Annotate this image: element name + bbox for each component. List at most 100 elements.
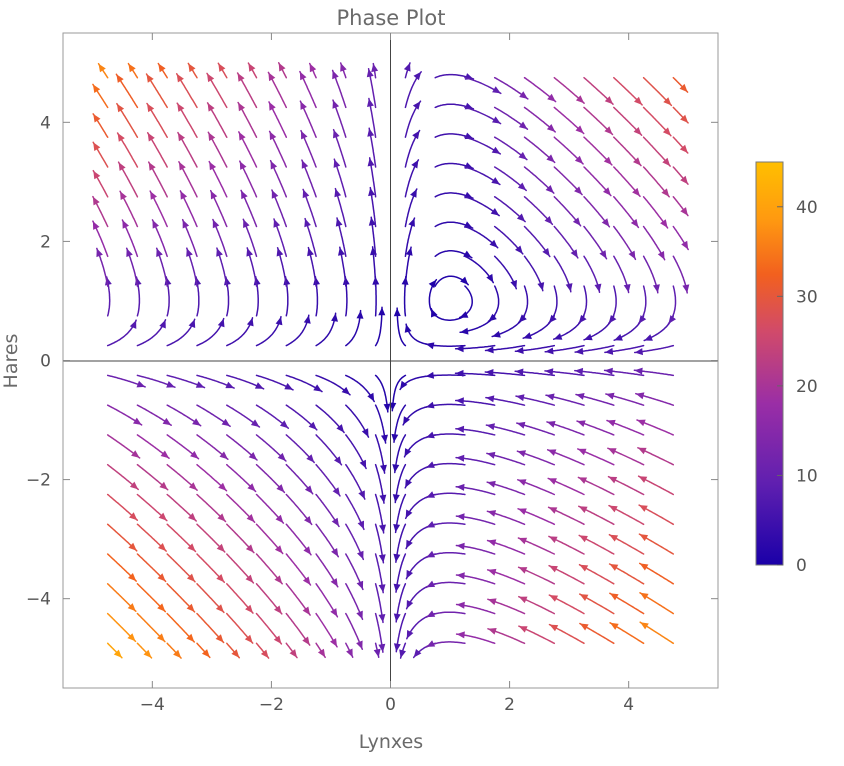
stream-arrowhead bbox=[338, 247, 345, 256]
stream-arrowhead bbox=[489, 239, 498, 248]
stream-arrowhead bbox=[301, 130, 308, 140]
stream-arrowhead bbox=[378, 554, 386, 563]
stream-arrowhead bbox=[517, 182, 527, 191]
stream-arrowhead bbox=[412, 130, 420, 140]
color-bar-tick-label: 10 bbox=[796, 466, 818, 486]
stream-arrowhead bbox=[304, 516, 312, 525]
stream-arrowhead bbox=[578, 477, 588, 484]
stream-arrowhead bbox=[113, 649, 122, 658]
stream-arrowhead bbox=[378, 614, 386, 623]
stream-arrowhead bbox=[356, 610, 363, 620]
stream-arrowhead bbox=[356, 310, 364, 319]
stream-arrowhead bbox=[303, 315, 311, 324]
stream-arrowhead bbox=[579, 564, 589, 572]
stream-arrowhead bbox=[668, 315, 676, 324]
stream-arrowhead bbox=[150, 191, 157, 200]
stream-arrowhead bbox=[405, 509, 413, 519]
stream-arrowhead bbox=[356, 640, 363, 650]
stream-arrowhead bbox=[681, 240, 689, 250]
stream-arrowhead bbox=[381, 434, 388, 443]
stream-arrowhead bbox=[340, 63, 347, 72]
stream-arrowhead bbox=[333, 129, 340, 139]
stream-arrowhead bbox=[426, 521, 436, 528]
stream-arrowhead bbox=[604, 96, 613, 105]
stream-arrowhead bbox=[336, 424, 345, 433]
stream-arrowhead bbox=[425, 401, 435, 409]
stream-arrowhead bbox=[120, 191, 127, 200]
stream-arrowhead bbox=[682, 284, 690, 293]
stream-arrowhead bbox=[280, 420, 289, 429]
stream-arrowhead bbox=[455, 345, 464, 353]
color-bar-ticks: 0 10 20 30 40 bbox=[777, 198, 818, 576]
stream-arrowhead bbox=[546, 154, 555, 163]
stream-arrowhead bbox=[156, 633, 165, 642]
stream-arrowhead bbox=[628, 250, 636, 260]
stream-arrowhead bbox=[406, 539, 413, 549]
stream-arrowhead bbox=[637, 447, 647, 455]
stream-arrowhead bbox=[159, 481, 168, 490]
stream-arrowhead bbox=[459, 311, 469, 318]
stream-arrowhead bbox=[152, 219, 159, 229]
stream-arrowhead bbox=[518, 626, 528, 633]
stream-arrowhead bbox=[545, 368, 554, 376]
stream-arrowhead bbox=[653, 284, 660, 293]
stream-arrowhead bbox=[133, 417, 142, 425]
stream-arrowhead bbox=[260, 649, 269, 659]
stream-arrowhead bbox=[455, 369, 464, 377]
stream-arrowhead bbox=[577, 420, 586, 427]
stream-arrowhead bbox=[639, 563, 649, 571]
stream-arrowhead bbox=[426, 580, 436, 588]
stream-arrowhead bbox=[393, 553, 401, 563]
stream-arrowhead bbox=[549, 565, 558, 573]
stream-arrowhead bbox=[373, 648, 381, 658]
stream-arrowhead bbox=[403, 416, 410, 425]
stream-arrowhead bbox=[515, 245, 523, 254]
stream-arrowhead bbox=[545, 347, 554, 355]
stream-arrowhead bbox=[186, 248, 193, 257]
stream-arrowhead bbox=[632, 187, 640, 197]
stream-arrowhead bbox=[368, 187, 375, 197]
stream-arrowhead bbox=[188, 319, 196, 328]
stream-line bbox=[285, 314, 310, 347]
stream-arrowhead bbox=[289, 649, 297, 658]
stream-arrowhead bbox=[408, 218, 415, 227]
stream-arrowhead bbox=[96, 248, 103, 258]
stream-arrowhead bbox=[367, 98, 374, 107]
stream-arrowhead bbox=[547, 421, 556, 428]
stream-arrowhead bbox=[131, 450, 140, 458]
stream-arrowhead bbox=[523, 332, 532, 339]
stream-arrowhead bbox=[277, 452, 286, 461]
stream-arrowhead bbox=[209, 161, 217, 171]
x-tick-label: 2 bbox=[504, 695, 515, 715]
stream-arrowhead bbox=[572, 217, 581, 226]
stream-arrowhead bbox=[486, 423, 495, 431]
stream-lines bbox=[92, 62, 690, 659]
stream-arrowhead bbox=[278, 62, 286, 72]
stream-arrowhead bbox=[331, 313, 338, 322]
stream-arrowhead bbox=[217, 513, 226, 522]
stream-arrowhead bbox=[317, 648, 326, 658]
y-tick-label: 0 bbox=[40, 352, 51, 372]
stream-arrowhead bbox=[578, 314, 587, 324]
stream-arrowhead bbox=[640, 622, 649, 630]
stream-arrowhead bbox=[359, 459, 367, 469]
stream-arrowhead bbox=[302, 189, 310, 199]
stream-arrowhead bbox=[122, 220, 129, 229]
stream-arrowhead bbox=[574, 367, 584, 375]
stream-line bbox=[403, 434, 436, 458]
stream-arrowhead bbox=[431, 308, 438, 318]
color-bar-tick-label: 30 bbox=[796, 287, 818, 307]
stream-line bbox=[405, 553, 436, 580]
stream-arrowhead bbox=[456, 601, 465, 609]
stream-arrowhead bbox=[584, 333, 593, 341]
stream-arrowhead bbox=[216, 248, 223, 257]
stream-line bbox=[404, 463, 436, 489]
stream-arrowhead bbox=[579, 594, 589, 601]
stream-arrowhead bbox=[188, 512, 197, 521]
stream-arrowhead bbox=[565, 283, 573, 292]
stream-arrowhead bbox=[576, 393, 585, 400]
stream-arrowhead bbox=[306, 454, 315, 463]
stream-arrowhead bbox=[517, 450, 526, 457]
stream-arrowhead bbox=[274, 605, 282, 614]
stream-arrowhead bbox=[93, 142, 101, 151]
